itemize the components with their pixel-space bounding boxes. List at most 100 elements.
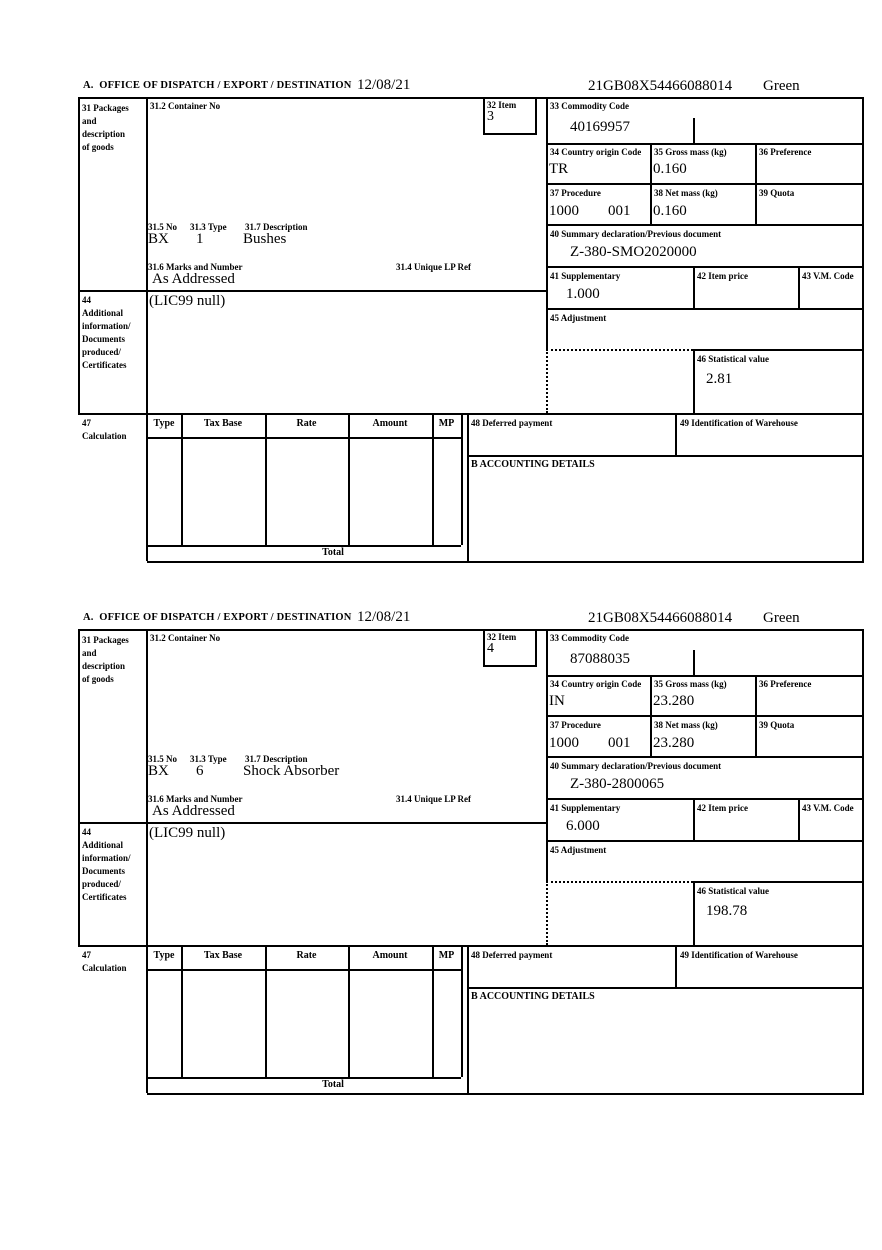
- box36-preference-label: 36 Preference: [759, 679, 812, 689]
- divider: [862, 629, 864, 1093]
- procedure-code-value: 1000: [549, 203, 579, 219]
- package-type-value: 1: [196, 231, 204, 247]
- divider: [650, 143, 652, 224]
- box40-summary-label: 40 Summary declaration/Previous document: [550, 761, 722, 771]
- mrn-value: 21GB08X54466088014: [588, 78, 733, 94]
- package-no-value: BX: [148, 231, 169, 247]
- previous-document-value: Z-380-SMO2020000: [570, 244, 697, 260]
- box40-summary-label: 40 Summary declaration/Previous document: [550, 229, 722, 239]
- divider: [147, 437, 461, 439]
- col-type-header: Type: [153, 950, 175, 961]
- divider: [265, 413, 267, 545]
- box31-packages-label: 31 Packages and description of goods: [82, 635, 129, 685]
- box49-warehouse-label: 49 Identification of Warehouse: [680, 950, 798, 960]
- divider: [78, 97, 864, 99]
- divider: [181, 413, 183, 545]
- office-of-dispatch-label: A. OFFICE OF DISPATCH / EXPORT / DESTINA…: [83, 612, 352, 623]
- divider: [432, 945, 434, 1077]
- divider: [546, 224, 864, 226]
- box39-quota-label: 39 Quota: [759, 188, 795, 198]
- commodity-code-value: 87088035: [570, 651, 630, 667]
- divider: [798, 266, 800, 308]
- box46-stat-value-label: 46 Statistical value: [697, 886, 769, 896]
- divider: [546, 629, 548, 881]
- package-no-value: BX: [148, 763, 169, 779]
- box31-2-container-label: 31.2 Container No: [150, 633, 221, 643]
- divider: [546, 840, 864, 842]
- divider: [755, 675, 757, 756]
- box31-6-marks-label: 31.6 Marks and Number: [148, 262, 243, 272]
- gross-mass-value: 23.280: [653, 693, 695, 709]
- divider: [535, 97, 537, 133]
- gross-mass-value: 0.160: [653, 161, 687, 177]
- goods-description-value: Bushes: [243, 231, 287, 247]
- declaration-item-section: A. OFFICE OF DISPATCH / EXPORT / DESTINA…: [78, 78, 864, 578]
- divider: [147, 1077, 461, 1079]
- box32-item-label: 32 Item: [487, 632, 517, 642]
- box36-preference-label: 36 Preference: [759, 147, 812, 157]
- divider: [78, 822, 546, 824]
- col-amount-header: Amount: [372, 950, 408, 961]
- marks-value: As Addressed: [152, 803, 235, 819]
- divider: [147, 545, 461, 547]
- route-indicator: Green: [763, 610, 800, 626]
- box45-adjustment-label: 45 Adjustment: [550, 845, 607, 855]
- divider: [483, 665, 537, 667]
- office-of-dispatch-label: A. OFFICE OF DISPATCH / EXPORT / DESTINA…: [83, 80, 352, 91]
- divider: [862, 97, 864, 561]
- box32-item-label: 32 Item: [487, 100, 517, 110]
- col-tax-base-header: Tax Base: [203, 950, 243, 961]
- divider: [146, 97, 148, 561]
- divider: [755, 143, 757, 224]
- divider: [147, 1093, 864, 1095]
- divider: [181, 945, 183, 1077]
- box31-5-no-label: 31.5 No: [148, 754, 177, 764]
- declaration-date: 12/08/21: [357, 77, 411, 93]
- col-mp-header: MP: [438, 950, 455, 961]
- divider: [78, 413, 864, 415]
- divider: [675, 413, 677, 455]
- box31-7-description-label: 31.7 Description: [245, 754, 308, 764]
- box42-item-price-label: 42 Item price: [697, 803, 748, 813]
- divider: [546, 308, 864, 310]
- divider: [798, 798, 800, 840]
- divider: [693, 650, 695, 675]
- divider: [483, 629, 485, 665]
- net-mass-value: 0.160: [653, 203, 687, 219]
- box31-packages-label: 31 Packages and description of goods: [82, 103, 129, 153]
- declaration-item-section: A. OFFICE OF DISPATCH / EXPORT / DESTINA…: [78, 610, 864, 1110]
- additional-info-value: (LIC99 null): [149, 825, 226, 841]
- box46-stat-value-label: 46 Statistical value: [697, 354, 769, 364]
- procedure-code2-value: 001: [608, 735, 631, 751]
- box48-deferred-label: 48 Deferred payment: [471, 950, 553, 960]
- divider: [78, 97, 80, 413]
- country-origin-value: TR: [549, 161, 569, 177]
- dotted-divider: [546, 349, 693, 351]
- box48-deferred-label: 48 Deferred payment: [471, 418, 553, 428]
- net-mass-value: 23.280: [653, 735, 695, 751]
- col-rate-header: Rate: [296, 950, 317, 961]
- supplementary-value: 1.000: [566, 286, 600, 302]
- divider: [546, 266, 864, 268]
- dotted-divider: [546, 881, 548, 945]
- col-rate-header: Rate: [296, 418, 317, 429]
- divider: [467, 945, 469, 1093]
- statistical-value: 198.78: [706, 903, 748, 919]
- box38-net-mass-label: 38 Net mass (kg): [654, 720, 718, 730]
- divider: [78, 290, 546, 292]
- divider: [147, 969, 461, 971]
- box37-procedure-label: 37 Procedure: [550, 188, 601, 198]
- box45-adjustment-label: 45 Adjustment: [550, 313, 607, 323]
- divider: [546, 756, 864, 758]
- divider: [348, 945, 350, 1077]
- goods-description-value: Shock Absorber: [243, 763, 340, 779]
- divider: [461, 945, 463, 1077]
- divider: [650, 675, 652, 756]
- statistical-value: 2.81: [706, 371, 733, 387]
- divider: [483, 133, 537, 135]
- divider: [693, 118, 695, 143]
- box33-commodity-label: 33 Commodity Code: [550, 633, 629, 643]
- box39-quota-label: 39 Quota: [759, 720, 795, 730]
- box34-origin-label: 34 Country origin Code: [550, 679, 642, 689]
- box31-6-marks-label: 31.6 Marks and Number: [148, 794, 243, 804]
